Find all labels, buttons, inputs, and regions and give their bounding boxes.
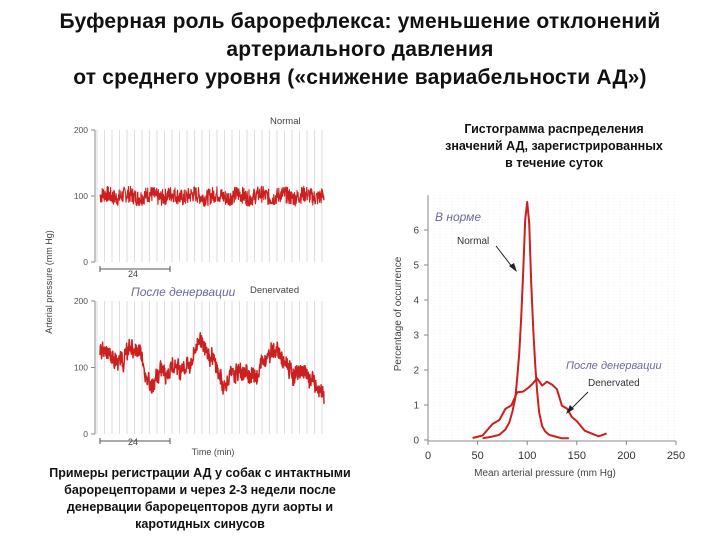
histogram-y-tick-label: 1	[413, 401, 419, 412]
histogram-x-tick-label: 250	[667, 450, 685, 462]
histogram-caption-line-3: в течение суток	[505, 156, 603, 170]
series-normal-pointer	[495, 245, 517, 272]
trace-normal	[99, 185, 325, 207]
recordings-y-tick-label: 100	[74, 191, 88, 201]
recordings-axes: 0 100 200 0 100 200	[74, 125, 171, 444]
recordings-traces	[99, 185, 325, 404]
recordings-y-tick-label: 200	[74, 125, 88, 135]
histogram-caption: Гистограмма распределения значений АД, з…	[424, 121, 684, 172]
histogram-axes: 0 1 2 3 4 5 6 0 50 100 150 200 250	[413, 195, 685, 462]
recordings-caption-line-3: денервации барорецепторов дуги аорты и	[66, 500, 334, 514]
recordings-caption-line-4: каротидных синусов	[135, 517, 265, 531]
histogram-grid	[427, 195, 675, 440]
recordings-x-axis-label: Time (min)	[192, 447, 235, 457]
series-denervated-line	[472, 377, 607, 439]
recordings-y-tick-label: 0	[83, 257, 88, 267]
histogram-x-axis-label: Mean arterial pressure (mm Hg)	[474, 468, 616, 479]
histogram-x-tick-label: 0	[425, 450, 431, 462]
series-denervated-label: Denervated	[588, 378, 640, 389]
histogram-y-tick-label: 4	[413, 296, 419, 307]
histogram-x-tick-label: 200	[617, 450, 635, 462]
recordings-caption: Примеры регистрации АД у собак с интактн…	[24, 465, 376, 533]
series-normal-label-ru: В норме	[435, 210, 481, 224]
histogram-y-tick-label: 3	[413, 331, 419, 342]
histogram-series	[472, 201, 607, 440]
histogram-x-tick-label: 50	[471, 450, 483, 462]
recordings-y-tick-label: 0	[83, 429, 88, 439]
series-denervated-pointer	[566, 391, 589, 414]
recordings-caption-line-2: барорецепторами и через 2-3 недели после	[64, 483, 336, 497]
histogram-y-tick-label: 5	[413, 261, 419, 272]
series-normal-line	[482, 201, 569, 440]
histogram-y-tick-label: 6	[413, 226, 419, 237]
histogram-x-tick-label: 100	[518, 450, 536, 462]
slide-title: Буферная роль барорефлекса: уменьшение о…	[0, 8, 720, 92]
panel-denervated-label: Denervated	[250, 285, 299, 296]
title-line-2: артериального давления	[226, 38, 494, 61]
recordings-y-tick-label: 100	[74, 363, 88, 373]
recordings-y-axis-label: Arterial pressure (mm Hg)	[44, 230, 54, 334]
panel-normal-scale-bar-label: 24	[128, 269, 138, 279]
trace-denervated	[99, 332, 325, 404]
series-normal-label: Normal	[457, 236, 489, 247]
histogram-y-tick-label: 0	[413, 436, 419, 447]
histogram-x-tick-label: 150	[568, 450, 586, 462]
series-denervated-label-ru: После денервации	[566, 360, 662, 372]
histogram-y-tick-label: 2	[413, 366, 419, 377]
recordings-caption-line-1: Примеры регистрации АД у собак с интактн…	[49, 466, 351, 480]
recordings-y-tick-label: 200	[74, 296, 88, 306]
histogram-caption-line-2: значений АД, зарегистрированных	[445, 139, 663, 153]
histogram-caption-line-1: Гистограмма распределения	[464, 122, 644, 136]
histogram-y-axis-label: Percentage of occurrence	[393, 256, 404, 371]
panel-denervated-label-ru: После денервации	[131, 285, 236, 299]
panel-normal-label: Normal	[270, 116, 301, 127]
title-line-3: от среднего уровня («снижение вариабельн…	[73, 66, 647, 89]
panel-denervated-scale-bar-label: 24	[128, 437, 138, 447]
title-line-1: Буферная роль барорефлекса: уменьшение о…	[59, 10, 661, 33]
